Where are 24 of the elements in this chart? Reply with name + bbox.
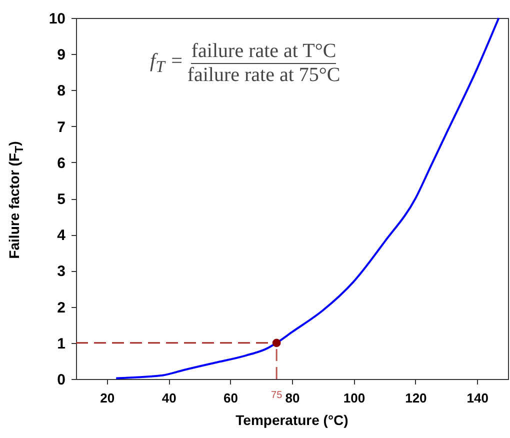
- y-tick-label: 5: [57, 191, 66, 208]
- y-tick-label: 8: [57, 82, 66, 100]
- annotation: failure rate at T°C: [191, 40, 336, 64]
- y-tick-label: 4: [57, 227, 66, 244]
- x-tick-label: 80: [285, 390, 300, 406]
- ref-line-label: 75: [271, 390, 283, 401]
- y-tick-label: 9: [57, 46, 66, 64]
- y-tick-label: 10: [48, 10, 66, 28]
- x-tick-label: 140: [466, 390, 488, 406]
- x-tick-label: 20: [100, 390, 115, 406]
- annotation: failure rate at 75°C: [187, 64, 340, 87]
- y-tick-label: 1: [57, 335, 66, 352]
- y-tick-label: 3: [57, 263, 66, 280]
- x-tick-label: 120: [405, 390, 427, 406]
- annotation: f$_{T}$ =: [150, 50, 184, 76]
- x-tick-label: 60: [224, 390, 238, 406]
- x-axis-title: Temperature (°C): [234, 412, 350, 428]
- y-tick-label: 6: [57, 154, 66, 172]
- y-tick-label: 2: [57, 299, 66, 316]
- x-tick-label: 40: [162, 390, 176, 406]
- y-tick-label: 0: [57, 372, 66, 388]
- x-tick-label: 100: [343, 390, 366, 406]
- line-series: [115, 17, 500, 380]
- y-tick-label: 7: [57, 118, 66, 136]
